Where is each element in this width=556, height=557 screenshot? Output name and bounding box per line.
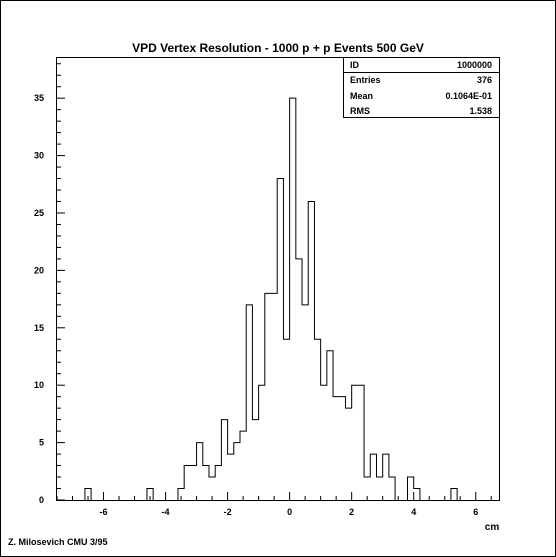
- stats-box: ID 1000000 Entries 376 Mean 0.1064E-01 R…: [343, 57, 500, 118]
- y-tick-label: 0: [39, 495, 44, 505]
- stats-label-entries: Entries: [350, 75, 381, 85]
- stats-value-entries: 376: [477, 75, 492, 85]
- histogram-outline: [84, 97, 458, 500]
- y-tick-label: 20: [34, 265, 44, 275]
- y-axis: 0 5 10 15 20 25 30 35: [34, 63, 65, 505]
- y-tick-label: 25: [34, 208, 44, 218]
- y-tick-label: 10: [34, 380, 44, 390]
- x-tick-label: -2: [224, 507, 232, 517]
- x-tick-label: -6: [100, 507, 108, 517]
- plot-frame: [56, 57, 500, 501]
- y-tick-label: 15: [34, 323, 44, 333]
- x-tick-label: -4: [162, 507, 170, 517]
- stats-box-frame: [343, 57, 500, 118]
- footer-credit: Z. Milosevich CMU 3/95: [8, 537, 108, 547]
- x-tick-label: 4: [411, 507, 416, 517]
- y-tick-label: 35: [34, 93, 44, 103]
- stats-value-rms: 1.538: [469, 106, 492, 116]
- y-tick-label: 5: [39, 438, 44, 448]
- x-tick-label: 2: [349, 507, 354, 517]
- stats-value-mean: 0.1064E-01: [445, 91, 492, 101]
- stats-label-rms: RMS: [350, 106, 370, 116]
- stats-value-id: 1000000: [457, 60, 492, 70]
- y-tick-label: 30: [34, 151, 44, 161]
- stats-label-mean: Mean: [350, 91, 373, 101]
- x-axis: -6 -4 -2 0 2 4 6: [56, 492, 492, 517]
- x-tick-label: 0: [287, 507, 292, 517]
- stats-label-id: ID: [350, 60, 360, 70]
- x-axis-label: cm: [485, 522, 500, 533]
- x-tick-label: 6: [473, 507, 478, 517]
- chart-title: VPD Vertex Resolution - 1000 p + p Event…: [132, 41, 424, 55]
